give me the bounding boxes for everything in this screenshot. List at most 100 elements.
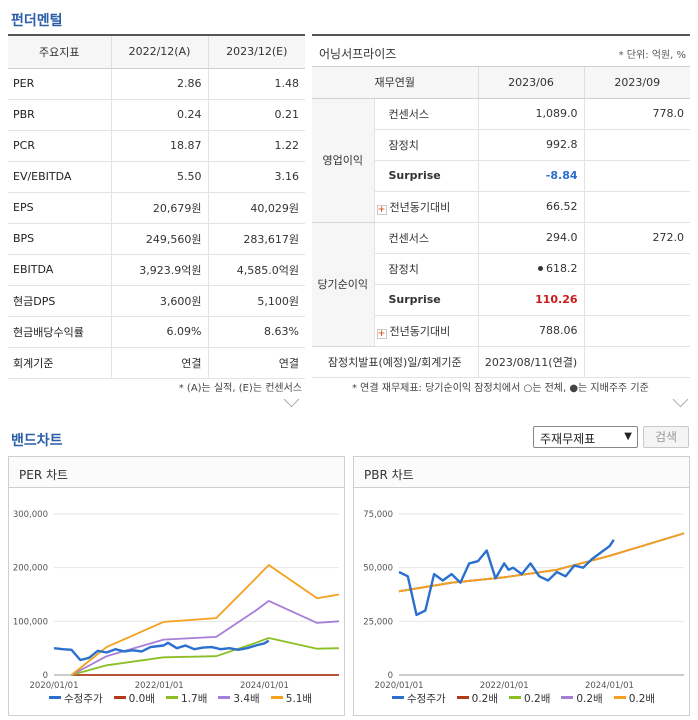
row-label-text: 잠정치 (388, 262, 419, 276)
value-2023-09 (583, 284, 691, 316)
series-line-price (53, 639, 270, 662)
legend-item[interactable]: 수정주가 (49, 693, 103, 705)
y-tick-label: 50,000 (363, 564, 393, 574)
x-tick-label: 2022/01/01 (480, 681, 529, 691)
value-2023-09 (583, 191, 691, 223)
value-2022: 3,600원 (110, 285, 208, 317)
legend-item[interactable]: 0.2배 (613, 693, 655, 705)
legend-label: 0.2배 (524, 693, 551, 705)
expand-plus-icon[interactable]: + (376, 328, 387, 339)
legend-label: 0.0배 (128, 693, 155, 705)
indicator-label: BPS (8, 223, 111, 255)
value-2022: 3,923.9억원 (110, 254, 208, 286)
legend-label: 0.2배 (471, 693, 498, 705)
row-label: 잠정치 (373, 253, 479, 285)
row-label: 컨센서스 (373, 222, 479, 254)
value-2022: 2.86 (110, 68, 208, 100)
statement-select[interactable]: 주재무제표 ▼ (533, 426, 638, 448)
y-tick-label: 300,000 (13, 510, 48, 520)
series-line-band (71, 600, 340, 676)
value-2023-06: 618.2 (477, 253, 585, 285)
table-row: 잠정치 618.2 (312, 253, 691, 285)
table-row: 회계기준 연결 연결 (8, 347, 305, 379)
legend-item[interactable]: 0.2배 (456, 693, 498, 705)
series-line-band (398, 532, 685, 593)
y-tick-label: 200,000 (13, 564, 48, 574)
legend-label: 수정주가 (407, 693, 446, 705)
expand-plus-icon[interactable]: + (376, 204, 387, 215)
table-row: BPS 249,560원 283,617원 (8, 223, 305, 255)
legend-item[interactable]: 0.2배 (509, 693, 550, 705)
pbr-band-chart: 0 25,000 50,000 75,000 2020/01/01 2022/01/01 2… (363, 510, 685, 691)
indicator-label: EBITDA (8, 254, 111, 286)
table-row: EBITDA 3,923.9억원 4,585.0억원 (8, 254, 305, 286)
search-button[interactable]: 검색 (643, 426, 689, 448)
value-2023-09 (583, 253, 691, 285)
y-tick-label: 100,000 (13, 617, 48, 627)
empty-cell (583, 346, 691, 378)
legend-label: 수정주가 (64, 693, 103, 705)
legend-item[interactable]: 3.4배 (218, 693, 260, 705)
legend-item[interactable]: 5.1배 (270, 693, 312, 705)
earning-surprise-title: 어닝서프라이즈 (319, 47, 397, 61)
chevron-down-icon[interactable] (672, 391, 689, 408)
legend-item[interactable]: 0.2배 (561, 693, 603, 705)
value-2023-09: 272.0 (583, 222, 691, 254)
value-2023-06: 788.06 (477, 315, 585, 347)
key-indicators-table: 주요지표 2022/12(A) 2023/12(E) PER 2.86 1.48 PB… (8, 34, 305, 379)
column-header: 2023/09 (583, 67, 691, 99)
row-label-text: 잠정치 (388, 138, 419, 152)
value-2022: 5.50 (110, 161, 208, 193)
earning-surprise-table: 재무연월 2023/06 2023/09 영업이익 컨센서스 1,089.0 778.… (312, 67, 691, 378)
value-2023: 4,585.0억원 (207, 254, 305, 286)
row-label-text: 컨센서스 (388, 231, 429, 245)
y-tick-label: 0 (388, 671, 393, 681)
group-label: 당기순이익 (312, 222, 374, 347)
chevron-down-icon[interactable] (283, 391, 300, 408)
fundamental-title: 펀더멘털 (11, 13, 63, 29)
legend-item[interactable]: 수정주가 (392, 693, 446, 705)
legend-swatch (218, 696, 231, 699)
value-2023: 3.16 (207, 161, 305, 193)
column-header: 2022/12(A) (110, 34, 208, 69)
chevron-down-icon: ▼ (624, 431, 632, 442)
legend-swatch (392, 696, 404, 699)
table-row: PCR 18.87 1.22 (8, 130, 305, 162)
value-2022: 249,560원 (110, 223, 208, 255)
row-label: Surprise (373, 160, 479, 192)
table-row: 현금DPS 3,600원 5,100원 (8, 285, 305, 317)
table2-note: * 연결 재무제표: 당기순이익 잠정치에서 ○는 전체, ●는 지배주주 기준 (352, 383, 649, 394)
value-text: 618.2 (546, 262, 578, 275)
legend-item[interactable]: 0.0배 (113, 693, 155, 705)
series-line-band (70, 564, 340, 676)
x-tick-label: 2020/01/01 (30, 681, 79, 691)
indicator-label: PBR (8, 99, 111, 131)
table-row: 잠정치 992.8 (312, 129, 691, 161)
value-text: 1,089.0 (535, 107, 578, 120)
row-label: 잠정치 (373, 129, 479, 161)
table-row: Surprise -8.84 (312, 160, 691, 192)
table-row: + 전년동기대비 788.06 (312, 315, 691, 347)
group-label: 영업이익 (312, 98, 374, 223)
legend-item[interactable]: 1.7배 (166, 693, 207, 705)
announce-date-label: 잠정치발표(예정)일/회계기준 (312, 346, 479, 378)
value-2023: 0.21 (207, 99, 305, 131)
per-legend: 수정주가 0.0배 1.7배 3.4배 5.1배 (49, 691, 323, 706)
legend-swatch (166, 696, 178, 699)
value-2022: 20,679원 (110, 192, 208, 224)
band-chart-title: 밴드차트 (11, 433, 63, 449)
value-2023: 5,100원 (207, 285, 305, 317)
x-tick-label: 2024/01/01 (585, 681, 634, 691)
controlling-shareholder-dot-icon (538, 266, 544, 271)
value-2023: 8.63% (207, 316, 305, 348)
table-row: PER 2.86 1.48 (8, 68, 305, 100)
unit-note: * 단위: 억원, % (618, 50, 686, 61)
indicator-label: 회계기준 (8, 347, 111, 379)
legend-swatch (270, 696, 283, 699)
legend-label: 0.2배 (576, 693, 603, 705)
value-text: 66.52 (546, 200, 578, 213)
legend-swatch (561, 696, 574, 699)
value-2023-09 (583, 315, 691, 347)
row-label: Surprise (373, 284, 479, 316)
column-header: 2023/06 (477, 67, 585, 99)
